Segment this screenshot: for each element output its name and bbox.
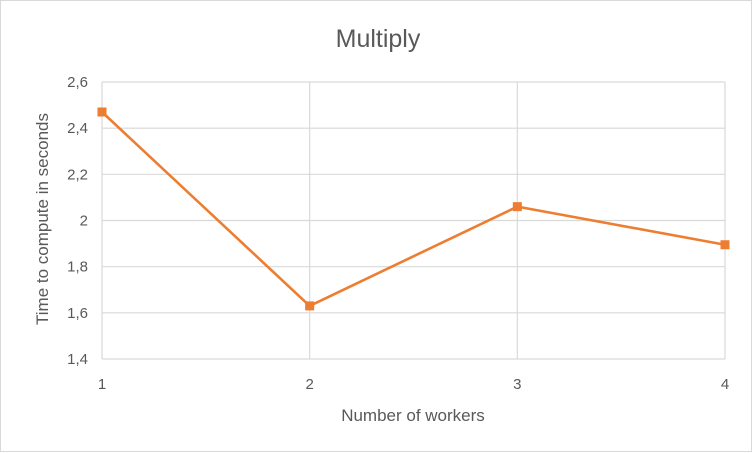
x-tick-label: 1: [98, 376, 106, 393]
data-point-marker: [512, 202, 522, 212]
y-tick-label: 1,6: [67, 305, 88, 322]
x-tick-label: 3: [513, 376, 521, 393]
x-tick-label: 2: [305, 376, 313, 393]
x-tick-label: 4: [721, 376, 729, 393]
series-line: [101, 111, 726, 308]
x-axis-tick-labels: 1 2 3 4: [98, 376, 729, 393]
y-tick-label: 1,8: [67, 259, 88, 276]
data-point-marker: [305, 301, 315, 311]
y-axis-title: Time to compute in seconds: [33, 113, 52, 325]
gridlines: [101, 81, 726, 360]
chart-title: Multiply: [336, 25, 421, 53]
y-axis-tick-labels: 1,4 1,6 1,8 2 2,2 2,4 2,6: [67, 74, 88, 368]
data-point-marker: [97, 107, 107, 117]
x-axis-title: Number of workers: [341, 406, 485, 425]
y-tick-label: 1,4: [67, 351, 88, 368]
data-point-marker: [720, 240, 730, 250]
y-tick-label: 2,4: [67, 120, 88, 137]
series-group: [97, 107, 730, 311]
y-tick-label: 2: [80, 213, 88, 230]
y-tick-label: 2,6: [67, 74, 88, 91]
y-tick-label: 2,2: [67, 166, 88, 183]
